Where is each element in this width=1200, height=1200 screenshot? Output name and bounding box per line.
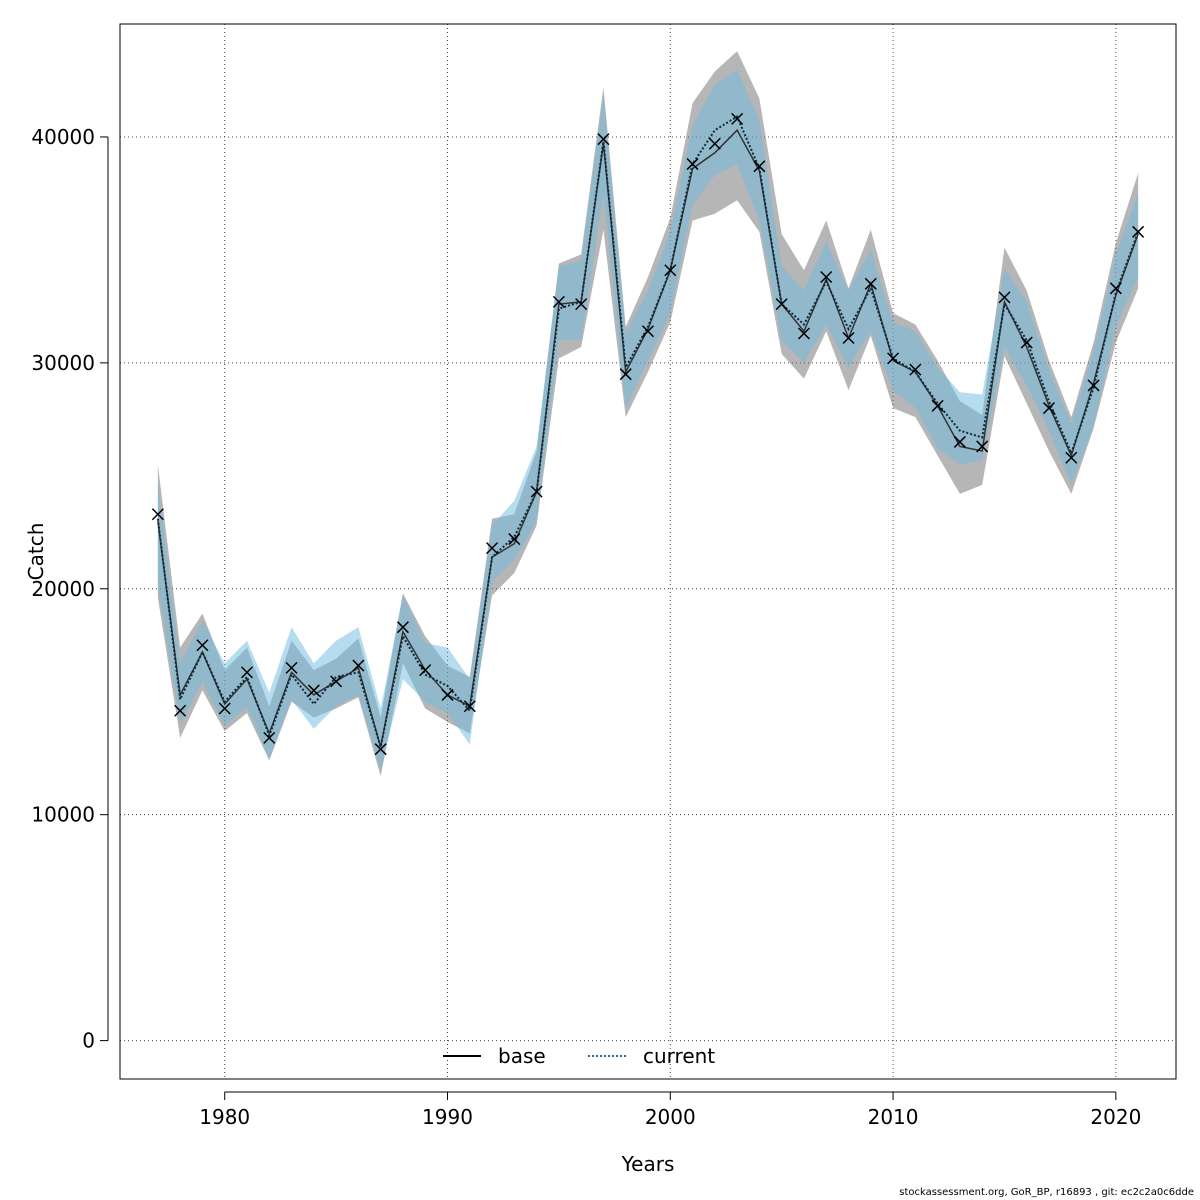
observed-point [753,160,766,173]
grid-lines [120,24,1176,1079]
observed-point [263,731,276,744]
x-tick-label: 1980 [199,1105,250,1129]
x-tick-label: 1990 [422,1105,473,1129]
observed-point [1020,336,1033,349]
observed-point [508,533,521,546]
x-tick-label: 2010 [868,1105,919,1129]
observed-point [441,688,454,701]
series-line-base [157,128,1139,748]
observed-point [1042,402,1056,415]
legend-label-current: current [643,1044,715,1068]
observed-point [1132,225,1145,238]
observed-point [820,270,833,284]
observed-point [641,325,655,338]
y-tick-label: 0 [82,1029,95,1053]
observed-point [352,659,365,672]
observed-point [775,298,788,311]
x-axis-title: Years [621,1152,675,1176]
observed-point [396,621,409,634]
x-tick-label: 2000 [645,1105,696,1129]
observed-point [931,399,944,412]
confidence-bands [157,51,1139,777]
observed-point [1087,379,1100,392]
legend-label-base: base [498,1044,546,1068]
axes: 1980 1990 2000 2010 2020 0 10000 20000 30000 4000… [31,125,1141,1129]
observed-point [240,666,254,679]
observed-point [530,485,543,498]
observed-point [976,440,989,453]
observed-point [552,295,565,308]
series-lines [156,115,1140,748]
y-tick-label: 40000 [31,125,95,149]
observed-point [731,112,744,125]
observed-point [664,264,677,277]
observed-point [887,352,900,365]
observed-point [151,508,164,521]
observed-point [619,368,632,381]
observed-point [597,133,610,146]
observed-point [1065,451,1078,464]
observed-point [285,661,298,674]
observed-point [686,158,699,171]
observed-point [842,331,855,345]
observed-point [174,704,187,717]
observed-point [419,664,432,677]
y-tick-label: 20000 [31,577,95,601]
observed-points [151,112,1145,756]
y-tick-label: 30000 [31,351,95,375]
observed-point [463,700,476,713]
plot-frame [119,23,1177,1080]
series-line-current [156,115,1140,748]
observed-point [575,298,588,311]
y-tick-label: 10000 [31,803,95,827]
observed-point [196,639,209,652]
observed-point [486,542,499,555]
footer-credit: stockassessment.org, GoR_BP, r16893 , gi… [899,1187,1194,1198]
x-tick-label: 2020 [1090,1105,1141,1129]
observed-point [909,363,922,376]
observed-point [998,291,1011,304]
y-axis-title: Catch [24,523,48,581]
observed-point [864,277,877,290]
observed-point [1109,282,1122,295]
band-base [157,51,1139,777]
observed-point [330,675,343,688]
observed-point [953,435,966,448]
observed-point [218,702,231,715]
observed-point [374,743,387,756]
legend: base current [443,1044,715,1068]
observed-point [307,684,320,697]
observed-point [708,137,721,150]
observed-point [797,327,810,340]
